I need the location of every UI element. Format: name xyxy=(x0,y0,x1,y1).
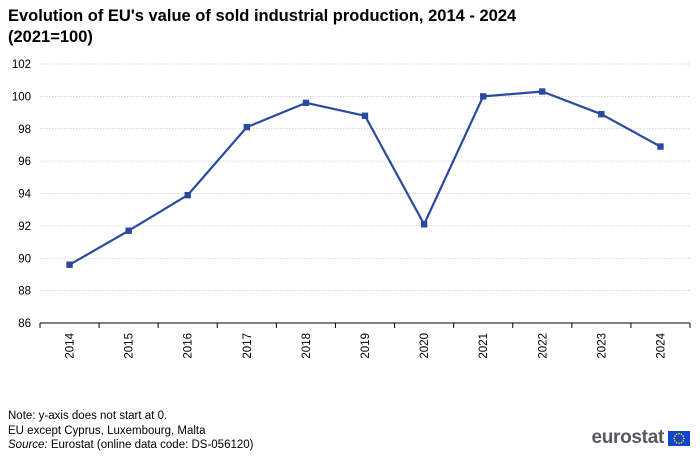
y-tick-label-98: 98 xyxy=(18,124,31,136)
flag-star-5 xyxy=(674,439,676,442)
data-point-2021 xyxy=(479,93,487,100)
data-point-2017 xyxy=(243,123,251,131)
chart-title-line-1: Evolution of EU's value of sold industri… xyxy=(8,7,517,25)
x-axis: 2014 2015 2016 2017 2018 2019 2020 2021 2022 2023… xyxy=(39,322,691,359)
y-axis-ticks: 86 88 90 92 94 96 98 100 102 xyxy=(12,59,32,330)
flag-star-11 xyxy=(682,434,684,437)
data-point-2020 xyxy=(420,221,428,228)
data-point-2022 xyxy=(539,88,546,95)
flag-star-4 xyxy=(675,441,678,443)
flag-star-10 xyxy=(680,433,683,435)
data-point-2018 xyxy=(302,99,310,107)
x-tick-label-2017: 2017 xyxy=(242,333,254,359)
flag-star-9 xyxy=(678,432,680,434)
y-tick-label-86: 86 xyxy=(18,318,31,330)
note-coverage: EU except Cyprus, Luxembourg, Malta xyxy=(8,424,206,437)
chart-title: Evolution of EU's value of sold industri… xyxy=(8,6,688,48)
x-tick-label-2024: 2024 xyxy=(655,332,667,358)
x-tick-label-2019: 2019 xyxy=(360,333,372,359)
data-point-2016 xyxy=(184,191,191,199)
note-y-axis: Note: y-axis does not start at 0. xyxy=(8,410,168,422)
y-tick-label-90: 90 xyxy=(18,253,31,265)
data-point-2015 xyxy=(125,227,132,234)
note-source: Source: Eurostat (online data code: DS-0… xyxy=(8,438,254,453)
data-point-2014 xyxy=(66,261,73,268)
x-tick-label-2015: 2015 xyxy=(124,333,136,359)
y-tick-label-94: 94 xyxy=(18,189,31,201)
eurostat-logo-text: eurostat xyxy=(591,427,664,448)
data-point-2024 xyxy=(657,143,664,150)
gridlines xyxy=(40,63,690,292)
eu-flag-icon xyxy=(668,430,690,446)
flag-field xyxy=(668,430,690,446)
flag-star-8 xyxy=(675,433,678,435)
source-label: Source: xyxy=(8,439,48,451)
y-tick-label-96: 96 xyxy=(18,156,31,168)
y-tick-label-92: 92 xyxy=(18,221,31,233)
flag-star-6 xyxy=(673,437,675,439)
flag-star-0 xyxy=(683,437,685,439)
flag-star-7 xyxy=(674,434,676,437)
x-tick-label-2022: 2022 xyxy=(537,333,549,359)
y-tick-label-102: 102 xyxy=(12,59,31,71)
x-tick-label-2018: 2018 xyxy=(301,333,313,359)
eurostat-logo[interactable]: eurostat xyxy=(591,427,690,449)
flag-star-2 xyxy=(680,441,683,443)
data-point-2019 xyxy=(361,112,369,119)
chart-notes: Note: y-axis does not start at 0. EU exc… xyxy=(8,409,254,453)
source-text: Eurostat (online data code: DS-056120) xyxy=(47,439,254,451)
data-point-2023 xyxy=(598,110,605,118)
x-tick-label-2021: 2021 xyxy=(478,333,490,359)
y-tick-label-88: 88 xyxy=(18,286,31,298)
y-tick-label-100: 100 xyxy=(12,91,31,103)
x-tick-label-2016: 2016 xyxy=(183,333,195,359)
x-tick-label-2014: 2014 xyxy=(65,332,77,358)
series-group xyxy=(66,88,664,268)
x-tick-label-2020: 2020 xyxy=(419,333,431,359)
x-tick-label-2023: 2023 xyxy=(596,333,608,359)
chart-title-line-2: (2021=100) xyxy=(8,28,93,46)
flag-star-1 xyxy=(682,439,684,442)
flag-star-3 xyxy=(678,442,680,444)
